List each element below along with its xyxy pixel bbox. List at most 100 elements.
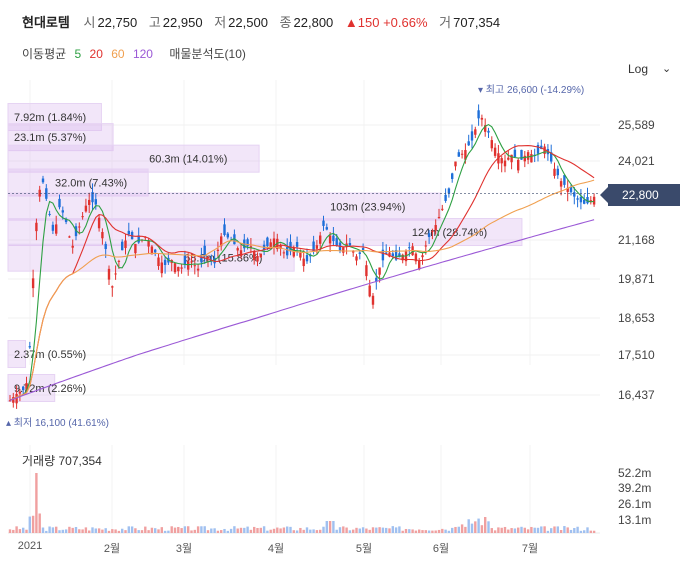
x-tick-label: 7월 [521,543,539,555]
candle-body [480,117,484,120]
candle-body [187,261,190,270]
candle-body [444,194,447,201]
candle-body [368,285,371,297]
x-tick-label: 2월 [103,543,121,555]
x-tick-label: 2021 [17,540,43,552]
x-tick-label: 6월 [432,543,450,555]
close-value: 22,800 [293,15,334,30]
candle-body [48,213,51,215]
volume-bar [592,530,596,533]
volume-profile-bar [7,168,149,197]
volume-bar [361,527,365,533]
low-value: 22,500 [228,15,268,30]
candle-body [25,383,28,389]
current-price-tag: 22,800 [600,184,680,206]
ma-120-line [9,219,595,401]
log-scale-button[interactable]: Log [628,62,649,76]
candle-body [134,244,137,254]
volume-profile-label: 32.0m (7.43%) [55,177,127,189]
volume-bar [12,529,15,533]
candle-body [269,242,272,249]
volume-bar [266,530,269,533]
volume-bar [150,527,154,533]
stock-name: 현대로템 [22,15,70,30]
candle-body [104,243,107,250]
volume-bar [101,529,104,533]
volume-profile-toggle[interactable]: 매물분석도(10) [169,47,246,61]
volume-profile-bar [7,123,114,152]
volume-bar [573,528,576,533]
volume-title-value: 707,354 [58,454,102,468]
volume-bar [540,526,543,533]
candle-body [203,245,206,257]
volume-profile-label: 68.3m (15.86%) [184,253,262,265]
candle-body [454,161,457,167]
volume-bar [223,528,226,533]
candle-body [31,278,35,289]
candle-body [576,198,579,200]
moving-average-legend[interactable]: 이동평균 5 20 60 120 매물분석도(10) [22,45,251,62]
candle-body [474,129,477,135]
volume-bar [203,526,206,533]
candle-body [375,277,378,282]
volume-bar [404,528,408,533]
volume-bar [385,527,388,533]
candle-body [556,168,559,176]
volume-bar [117,530,121,533]
volume-bar [319,529,322,533]
candle-body [378,267,381,275]
chevron-down-icon[interactable]: ⌄ [662,63,672,75]
volume-bar [447,530,451,533]
volume-bar [510,528,513,533]
candle-body [121,241,124,251]
volume-bar [421,530,424,533]
candle-body [38,189,41,197]
candle-body [183,255,187,265]
candle-body [563,175,566,185]
y-tick-label: 19,871 [618,272,655,286]
volume-bar [78,529,81,533]
volume-bar [190,530,193,533]
volume-bar [315,530,319,533]
candle-body [470,131,474,141]
candle-body [510,154,513,163]
volume-bar [408,529,411,533]
volume-bar [127,526,130,533]
price-chart[interactable]: 25,589 24,021 21,168 19,871 18,653 17,510 16,4… [0,80,680,435]
volume-bar [246,526,249,533]
candle-body [464,150,467,160]
candle-body [566,187,569,192]
candle-body [173,263,177,273]
candle-body [325,227,328,230]
high-label: 고 [148,15,161,30]
volume-bar [130,526,134,533]
candle-body [586,197,589,204]
candle-body [487,130,490,133]
volume-bar [566,527,569,533]
volume-profile-label: 7.92m (1.84%) [14,112,86,124]
volume-bar [18,529,22,533]
volume-bar [295,530,299,533]
volume-bar [55,526,58,533]
volume-bar [196,526,200,533]
volume-profile-label: 124m (28.74%) [412,227,487,239]
volume-bar [88,530,91,533]
candle-body [589,200,592,202]
candle-body [91,192,94,203]
candle-body [236,248,239,251]
candle-body [35,222,38,232]
candle-body [68,236,71,238]
candle-body [51,224,55,231]
volume-bar [460,524,464,533]
volume-bar [454,526,457,533]
candle-body [282,252,286,254]
candle-body [523,155,526,162]
x-tick-label: 4월 [267,543,285,555]
volume-bar [457,526,460,533]
candle-body [84,205,88,212]
volume-bar [8,529,12,533]
candle-body [503,160,507,167]
volume-bar [490,528,493,533]
y-tick-label: 25,589 [618,118,655,132]
